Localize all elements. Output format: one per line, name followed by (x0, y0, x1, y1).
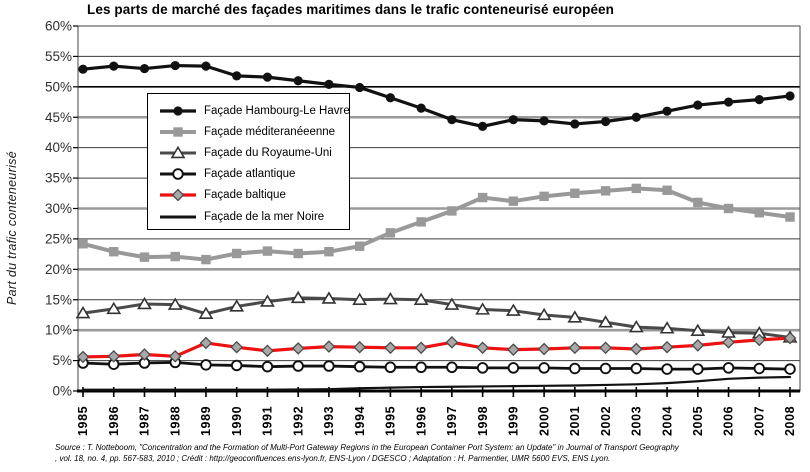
series-4 (76, 331, 797, 364)
x-tick-label: 1993 (322, 406, 336, 436)
x-tick-label: 2007 (752, 406, 766, 436)
series-5 (81, 375, 792, 391)
legend-marker-icon (160, 145, 196, 159)
x-tick-label: 2002 (599, 406, 613, 436)
series-2 (75, 290, 798, 343)
legend-marker-icon (160, 168, 196, 180)
chart-title: Les parts de marché des façades maritime… (87, 2, 615, 17)
y-tick-label: 55% (45, 49, 72, 64)
series-0 (78, 60, 795, 131)
legend-item-4: Façade baltique (158, 185, 349, 206)
x-tick-label: 1995 (384, 406, 398, 436)
legend-label: Façade du Royaume-Uni (204, 146, 332, 159)
legend-marker-icon (160, 127, 196, 137)
x-tick-label: 1998 (476, 406, 490, 436)
y-tick-label: 30% (45, 201, 72, 216)
x-tick-label: 1996 (414, 406, 428, 436)
x-tick-label: 2008 (783, 406, 797, 436)
x-tick-label: 1986 (107, 406, 121, 436)
legend-marker-icon (160, 105, 196, 116)
x-tick-label: 2000 (537, 406, 551, 436)
legend-label: Façade baltique (204, 189, 286, 202)
source-note: Source : T. Notteboom, "Concentration an… (55, 443, 800, 464)
legend-item-0: Façade Hambourg-Le Havre (158, 100, 350, 121)
series-3 (77, 356, 796, 375)
y-tick-label: 25% (45, 231, 72, 246)
legend: Façade Hambourg-Le Havre Façade méditeran… (147, 93, 350, 230)
y-tick-label: 50% (45, 79, 72, 94)
legend-label: Façade atlantique (204, 168, 296, 181)
y-tick-label: 20% (45, 262, 72, 277)
y-tick-label: 35% (45, 171, 72, 186)
legend-label: Façade méditeranéeenne (204, 125, 336, 138)
y-tick-label: 0% (52, 384, 72, 399)
x-tick-label: 1990 (230, 406, 244, 436)
x-tick-label: 2001 (568, 406, 582, 436)
x-tick-label: 1997 (445, 406, 459, 436)
x-tick-label: 1988 (168, 406, 182, 436)
x-tick-label: 2004 (660, 406, 674, 436)
x-tick-label: 1999 (507, 406, 521, 436)
legend-item-3: Façade atlantique (158, 164, 349, 185)
y-tick-label: 10% (45, 323, 72, 338)
legend-label: Façade de la mer Noire (204, 210, 325, 223)
y-tick-label: 40% (45, 140, 72, 155)
legend-item-1: Façade méditeranéeenne (158, 121, 349, 142)
series-1 (78, 183, 795, 265)
source-line-2: , vol. 18, no. 4, pp. 567-583, 2010 ; Cr… (55, 453, 611, 463)
legend-marker-icon (160, 215, 196, 219)
x-tick-label: 2003 (630, 406, 644, 436)
source-line-1: Source : T. Notteboom, "Concentration an… (55, 443, 679, 452)
x-tick-label: 1985 (76, 406, 90, 436)
legend-item-5: Façade de la mer Noire (158, 206, 349, 227)
y-tick-label: 15% (45, 292, 72, 307)
x-tick-label: 1989 (199, 406, 213, 436)
legend-item-2: Façade du Royaume-Uni (158, 142, 349, 163)
x-tick-label: 1987 (138, 406, 152, 436)
x-tick-label: 2006 (722, 406, 736, 436)
legend-label: Façade Hambourg-Le Havre (204, 104, 350, 117)
x-tick-label: 2005 (691, 406, 705, 436)
legend-marker-icon (160, 189, 196, 202)
y-tick-label: 45% (45, 110, 72, 125)
x-tick-label: 1992 (291, 406, 305, 436)
x-tick-label: 1991 (261, 406, 275, 436)
x-tick-label: 1994 (353, 406, 367, 436)
y-tick-label: 60% (45, 19, 72, 34)
y-tick-label: 5% (52, 353, 72, 368)
